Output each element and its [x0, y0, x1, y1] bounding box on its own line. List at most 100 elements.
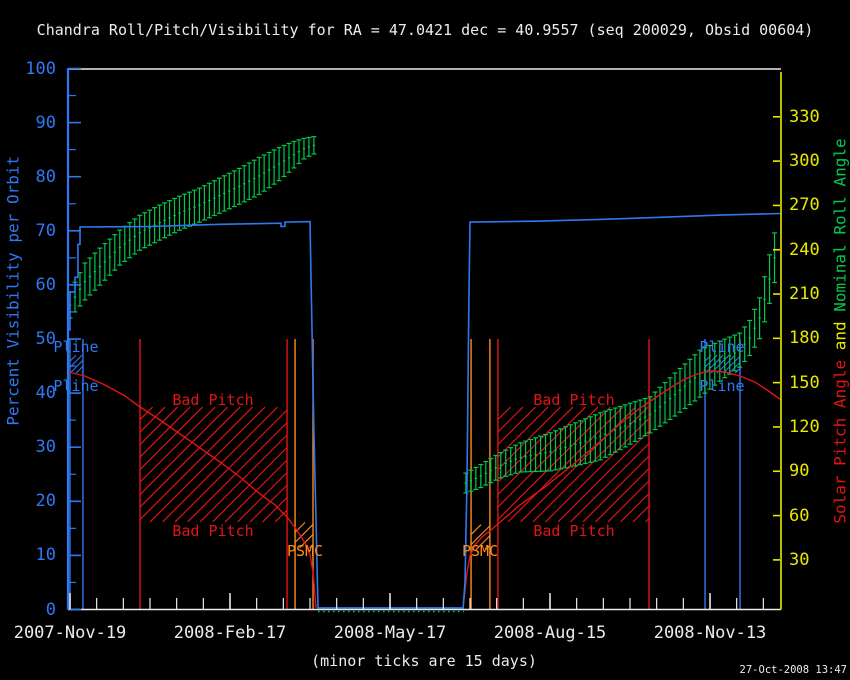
annotation-pline: Pline [699, 338, 745, 356]
hatch-line [139, 406, 153, 420]
hatch-line [532, 406, 649, 523]
x-date-label: 2008-Feb-17 [173, 623, 287, 643]
y-right-tick-label: 240 [789, 239, 820, 260]
hatch-line [497, 406, 536, 445]
hatch-line [497, 406, 561, 470]
hatch-line [139, 406, 203, 470]
hatch-line [139, 406, 253, 520]
y-right-tick-label: 330 [789, 106, 820, 127]
annotation-pline: Pline [699, 377, 745, 395]
hatch-line [607, 480, 650, 523]
y-left-tick-label: 30 [35, 437, 56, 458]
hatch-line [734, 367, 741, 374]
hatch-line [274, 509, 288, 523]
hatch-line [139, 406, 241, 508]
y-left-tick-label: 70 [35, 220, 56, 241]
hatch-line [722, 355, 741, 374]
annotation-bad-pitch: Bad Pitch [533, 522, 615, 540]
hatch-line [595, 467, 650, 523]
solar-pitch-curve [67, 371, 317, 608]
hatch-line [69, 359, 84, 374]
hatch-line [139, 406, 228, 495]
hatch-line [545, 417, 650, 523]
annotation-psmc: PSMC [461, 542, 499, 560]
hatch-line [75, 365, 84, 374]
y-left-tick-label: 40 [35, 383, 56, 404]
y-left-tick-label: 20 [35, 491, 56, 512]
y-left-tick-label: 10 [35, 545, 56, 566]
hatch-line [174, 409, 288, 523]
annotation-bad-pitch: Bad Pitch [533, 391, 615, 409]
hatch-line [294, 524, 314, 543]
hatch-line [475, 535, 491, 550]
psmc-window-hatch [470, 524, 491, 550]
annotation-pline: Pline [53, 338, 99, 356]
y-right-tick-label: 210 [789, 284, 820, 305]
y-right-tick-label: 60 [789, 505, 810, 526]
y-right-tick-label: 150 [789, 372, 820, 393]
chart-title: Chandra Roll/Pitch/Visibility for RA = 4… [36, 21, 814, 39]
hatch-line [570, 442, 650, 523]
hatch-line [139, 406, 216, 483]
y-left-tick-label: 0 [45, 599, 56, 620]
hatch-line [582, 455, 650, 523]
left-axis-title: Percent Visibility per Orbit [0, 156, 42, 464]
hatch-line [557, 430, 650, 523]
hatch-line [299, 534, 314, 549]
x-date-label: 2008-Nov-13 [653, 623, 767, 643]
nominal-roll-band [67, 136, 778, 494]
hatch-line [249, 484, 288, 523]
y-left-tick-label: 90 [35, 112, 56, 133]
hatch-line [497, 406, 599, 508]
hatch-line [620, 492, 650, 523]
right-axis-title-roll: Nominal Roll Angle [830, 138, 850, 312]
y-left-tick-label: 50 [35, 329, 56, 349]
annotation-bad-pitch: Bad Pitch [172, 522, 254, 540]
right-axis-title: Solar Pitch Angle and Nominal Roll Angle [831, 138, 850, 523]
y-left-tick-label: 80 [35, 166, 56, 187]
hatch-line [139, 406, 178, 445]
hatch-line [139, 406, 191, 458]
hatch-line [470, 524, 482, 535]
hatch-line [497, 406, 611, 520]
y-right-tick-label: 90 [789, 461, 810, 482]
hatch-line [294, 522, 306, 533]
annotation-bad-pitch: Bad Pitch [172, 391, 254, 409]
hatch-line [69, 354, 77, 362]
hatch-line [497, 406, 549, 458]
y-left-tick-label: 100 [25, 58, 56, 79]
x-date-label: 2008-Aug-15 [493, 623, 607, 643]
annotation-pline: Pline [53, 377, 99, 395]
left-axis-title-text: Percent Visibility per Orbit [3, 155, 23, 426]
y-right-tick-label: 270 [789, 195, 820, 216]
hatch-line [497, 406, 511, 420]
x-date-label: 2007-Nov-19 [13, 623, 127, 643]
y-right-tick-label: 180 [789, 328, 820, 349]
hatch-line [632, 505, 650, 523]
hatch-line [199, 434, 288, 523]
hatch-line [139, 406, 166, 433]
hatch-line [237, 472, 288, 523]
hatch-line [497, 406, 524, 433]
y-right-tick-label: 120 [789, 416, 820, 437]
solar-pitch-curve [462, 370, 782, 608]
x-date-label: 2008-May-17 [333, 623, 447, 643]
pline-window-hatch [69, 354, 84, 374]
creation-timestamp: 27-Oct-2008 13:47 [739, 664, 847, 676]
y-right-tick-label: 30 [789, 549, 810, 570]
annotation-psmc: PSMC [286, 542, 324, 560]
hatch-line [497, 406, 586, 495]
hatch-line [262, 497, 288, 523]
y-right-tick-label: 300 [789, 151, 820, 172]
bad-pitch-window-hatch [139, 406, 288, 523]
minor-ticks-note: (minor ticks are 15 days) [311, 652, 537, 670]
hatch-line [149, 406, 266, 523]
right-axis-title-pitch: Solar Pitch Angle [830, 359, 850, 524]
hatch-line [69, 354, 83, 368]
visibility-curve [68, 212, 782, 609]
y-left-tick-label: 60 [35, 274, 56, 295]
hatch-line [187, 422, 288, 523]
hatch-line [162, 406, 278, 523]
